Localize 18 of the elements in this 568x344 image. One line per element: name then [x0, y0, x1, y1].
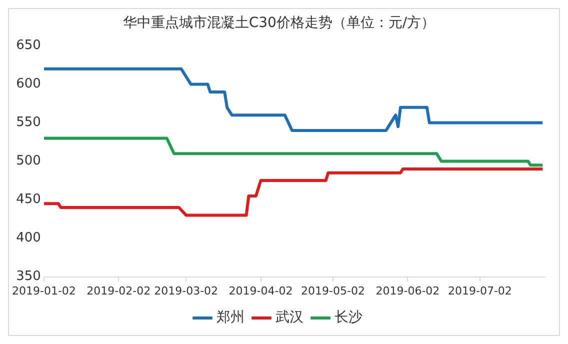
x-tick-label: 2019-02-02 — [86, 284, 151, 298]
x-tick-label: 2019-03-02 — [154, 284, 218, 298]
legend-label: 长沙 — [334, 310, 362, 326]
chart-title: 华中重点城市混凝土C30价格走势（单位：元/方） — [122, 15, 436, 32]
y-tick-label: 550 — [16, 115, 41, 130]
y-tick-label: 400 — [16, 230, 41, 246]
legend-label: 郑州 — [216, 310, 244, 326]
y-tick-label: 600 — [16, 76, 41, 92]
x-tick-label: 2019-07-02 — [448, 284, 512, 298]
x-tick-label: 2019-06-02 — [376, 284, 440, 298]
y-tick-label: 500 — [16, 154, 41, 169]
legend-label: 武汉 — [276, 310, 304, 326]
x-tick-label: 2019-04-02 — [228, 284, 293, 298]
x-tick-label: 2019-05-02 — [301, 284, 365, 298]
y-tick-label: 350 — [16, 269, 41, 284]
x-tick-label: 2019-01-02 — [12, 284, 76, 298]
y-tick-label: 650 — [16, 38, 41, 54]
y-tick-label: 450 — [16, 192, 41, 208]
